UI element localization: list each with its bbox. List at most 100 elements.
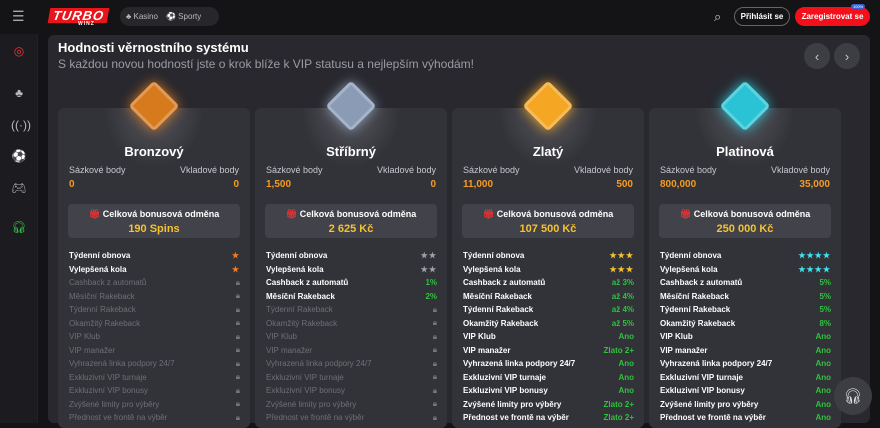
lock-icon: 🔒︎ xyxy=(432,412,437,422)
benefit-label: VIP Klub xyxy=(266,332,297,342)
benefit-row: Měsíční Rakeback až 4% xyxy=(463,290,634,304)
benefit-row: Přednost ve frontě na výběr Zlato 2+ xyxy=(463,411,634,425)
row-value: Zlato 2+ xyxy=(603,413,634,423)
benefit-label: Zvýšené limity pro výběry xyxy=(463,399,562,409)
benefit-label: Vyhrazená linka podpory 24/7 xyxy=(69,359,175,369)
menu-icon[interactable]: ☰ xyxy=(12,8,25,24)
bet-points-label: Sázkové body xyxy=(69,165,126,175)
benefit-label: Exkluzivní VIP turnaje xyxy=(266,372,344,382)
benefit-label: Měsíční Rakeback xyxy=(266,291,335,301)
benefit-label: Měsíční Rakeback xyxy=(463,291,532,301)
benefit-label: Okamžitý Rakeback xyxy=(660,318,736,328)
prev-button[interactable]: ‹ xyxy=(804,43,830,69)
bonus-label: Celková bonusová odměna xyxy=(299,209,417,219)
bet-points-label: Sázkové body xyxy=(463,165,520,175)
benefit-label: Okamžitý Rakeback xyxy=(69,318,141,328)
lock-icon: 🔒︎ xyxy=(235,385,240,395)
lock-icon: 🔒︎ xyxy=(235,318,240,328)
benefit-row: Vylepšená kola ★★★ xyxy=(463,263,634,277)
stars-rating: ★★ xyxy=(420,264,437,274)
lock-icon: 🔒︎ xyxy=(235,399,240,409)
benefit-label: Zvýšené limity pro výběry xyxy=(660,399,759,409)
benefit-label: VIP Klub xyxy=(463,332,496,342)
bet-points-value: 0 xyxy=(69,179,75,190)
headset-icon[interactable]: 🎧︎ xyxy=(11,220,27,234)
cherries-icon: ♣ xyxy=(126,12,132,21)
benefit-label: Exkluzivní VIP bonusy xyxy=(660,386,745,396)
benefit-row: Cashback z automatů 1% xyxy=(266,276,437,290)
logo-sub: WINZ xyxy=(78,21,95,27)
benefit-row: Exkluzivní VIP bonusy Ano xyxy=(660,384,831,398)
stars-rating: ★★ xyxy=(420,251,437,261)
lock-icon: 🔒︎ xyxy=(432,304,437,314)
benefit-row: Exkluzivní VIP bonusy Ano xyxy=(463,384,634,398)
benefit-row: Exkluzivní VIP turnaje 🔒︎ xyxy=(69,371,240,385)
deposit-points-label: Vkladové body xyxy=(376,165,436,175)
cherries-icon[interactable]: ♣ xyxy=(15,86,23,100)
benefit-label: Cashback z automatů xyxy=(660,278,743,288)
benefit-row: VIP Klub 🔒︎ xyxy=(266,330,437,344)
top-bar: ☰ TURBO WINZ ♣ Kasino ⚽ Sporty ⌕ Přihlás… xyxy=(0,0,880,34)
zoom-badge: 100% xyxy=(851,4,866,9)
row-value: 1% xyxy=(425,278,437,288)
live-broadcast-icon[interactable]: ((·)) xyxy=(11,118,31,132)
benefit-label: Cashback z automatů xyxy=(69,278,147,288)
benefit-row: Vyhrazená linka podpory 24/7 🔒︎ xyxy=(266,357,437,371)
benefit-label: Týdenní obnova xyxy=(69,251,131,261)
benefit-row: VIP Klub Ano xyxy=(660,330,831,344)
login-button[interactable]: Přihlásit se xyxy=(734,7,790,26)
row-value: Ano xyxy=(618,372,634,382)
gamepad-icon[interactable]: 🎮︎ xyxy=(11,181,27,195)
benefit-row: Týdenní Rakeback 5% xyxy=(660,303,831,317)
benefit-row: Přednost ve frontě na výběr 🔒︎ xyxy=(69,411,240,425)
tier-emblem-icon xyxy=(325,80,377,132)
search-icon[interactable]: ⌕ xyxy=(714,9,722,24)
benefit-list: Týdenní obnova ★★★ Vylepšená kola ★★★ Cashba… xyxy=(463,249,634,425)
benefit-label: Přednost ve frontě na výběr xyxy=(660,413,766,423)
stars-rating: ★★★ xyxy=(609,251,634,261)
benefit-row: Týdenní obnova ★★ xyxy=(266,249,437,263)
nav-pill: ♣ Kasino ⚽ Sporty xyxy=(120,7,219,26)
stars-rating: ★★★★ xyxy=(798,264,831,274)
nav-sporty[interactable]: ⚽ Sporty xyxy=(166,12,201,21)
row-value: až 3% xyxy=(611,278,634,288)
bonus-box: 🎁︎ Celková bonusová odměna 190 Spins xyxy=(68,204,240,238)
nav-kasino[interactable]: ♣ Kasino xyxy=(126,12,158,21)
benefit-label: VIP Klub xyxy=(660,332,693,342)
deposit-points-value: 0 xyxy=(233,179,239,190)
benefit-row: VIP manažer 🔒︎ xyxy=(266,344,437,358)
row-value: 5% xyxy=(819,291,831,301)
bet-points-value: 800,000 xyxy=(660,179,697,190)
benefit-row: Týdenní obnova ★★★★ xyxy=(660,249,831,263)
row-value: Ano xyxy=(815,372,831,382)
benefit-label: Vylepšená kola xyxy=(660,264,718,274)
next-button[interactable]: › xyxy=(834,43,860,69)
benefit-label: Exkluzivní VIP turnaje xyxy=(69,372,147,382)
lock-icon: 🔒︎ xyxy=(432,318,437,328)
register-button[interactable]: Zaregistrovat se xyxy=(795,7,870,26)
benefit-row: Zvýšené limity pro výběry Zlato 2+ xyxy=(463,398,634,412)
dartboard-icon[interactable]: ◎ xyxy=(13,44,25,58)
lock-icon: 🔒︎ xyxy=(432,331,437,341)
row-value: Ano xyxy=(618,359,634,369)
benefit-row: Měsíční Rakeback 5% xyxy=(660,290,831,304)
benefit-label: VIP Klub xyxy=(69,332,100,342)
row-value: Ano xyxy=(815,413,831,423)
bonus-value: 190 Spins xyxy=(128,223,180,235)
benefit-list: Týdenní obnova ★★ Vylepšená kola ★★ Cashback… xyxy=(266,249,437,425)
soccer-ball-icon: ⚽ xyxy=(165,12,176,21)
bonus-label: Celková bonusová odměna xyxy=(693,209,811,219)
benefit-label: Exkluzivní VIP bonusy xyxy=(463,386,548,396)
benefit-row: VIP Klub Ano xyxy=(463,330,634,344)
gift-icon: 🎁︎ xyxy=(285,209,298,219)
benefit-row: Exkluzivní VIP turnaje Ano xyxy=(463,371,634,385)
benefit-row: Vyhrazená linka podpory 24/7 🔒︎ xyxy=(69,357,240,371)
tier-name: Zlatý xyxy=(532,144,564,159)
stars-rating: ★ xyxy=(231,251,240,261)
soccer-ball-icon[interactable]: ⚽ xyxy=(11,149,27,163)
benefit-label: Exkluzivní VIP turnaje xyxy=(660,372,743,382)
gift-icon: 🎁︎ xyxy=(679,209,692,219)
benefit-row: Zvýšené limity pro výběry 🔒︎ xyxy=(266,398,437,412)
tier-card-0: Bronzový Sázkové body Vkladové body 0 0 … xyxy=(58,108,250,428)
support-chat-button[interactable]: 🎧︎ xyxy=(834,377,872,415)
